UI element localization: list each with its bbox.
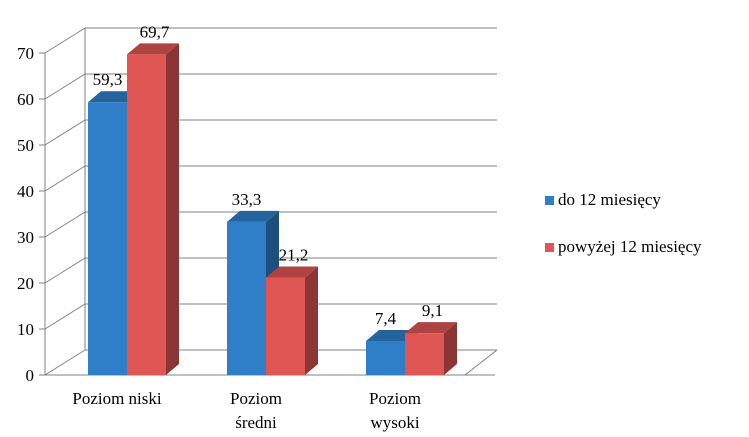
y-tick-label: 30 [17,228,34,247]
x-tick-label: wysoki [370,413,419,432]
x-tick-label: średni [235,413,277,432]
floor-edge [464,349,498,376]
x-tick-label: Poziom niski [72,389,162,408]
data-label: 21,2 [279,245,309,264]
chart-bars [88,43,457,375]
bar-top [266,266,318,278]
data-label: 59,3 [93,70,123,89]
gridline-depth [44,211,86,238]
bar-front [127,54,166,375]
y-tick-label: 70 [17,44,34,63]
bar-side [166,43,179,375]
legend-item-series-1: do 12 miesięcy [545,190,702,210]
legend-label-series-1: do 12 miesięcy [558,190,661,209]
y-tick-label: 60 [17,90,34,109]
bar-front [366,340,405,375]
bar-top [405,322,457,334]
gridline-depth [44,119,86,146]
data-labels: 59,3 33,3 7,4 69,7 21,2 9,1 [93,22,444,328]
data-label: 7,4 [375,309,397,328]
legend-swatch-series-2 [545,242,554,252]
y-tick-label: 0 [26,366,35,385]
bar-side [305,266,318,375]
gridline-depth [44,165,86,192]
gridline-depth [44,73,86,100]
y-tick-label: 20 [17,274,34,293]
legend-swatch-series-1 [545,195,554,205]
y-tick-label: 10 [17,320,34,339]
legend-label-series-2: powyżej 12 miesięcy [558,237,702,256]
x-axis-labels: Poziom niski Poziom średni Poziom wysoki [72,389,421,432]
bar-top [127,43,179,55]
bar-2-2 [266,266,318,375]
bar-side [444,322,457,375]
x-tick-label: Poziom [230,389,282,408]
bar-front [88,102,127,375]
bar-2-3 [405,322,457,375]
data-label: 69,7 [140,22,170,41]
data-label: 9,1 [422,301,443,320]
bar-front [266,277,305,375]
bar-2-1 [127,43,179,375]
gridline-depth [44,303,86,330]
chart-legend: do 12 miesięcy powyżej 12 miesięcy [545,190,702,284]
bar-front [405,333,444,375]
y-tick-label: 40 [17,182,34,201]
data-label: 33,3 [232,190,262,209]
y-tick-label: 50 [17,136,34,155]
bar-top [227,210,279,222]
legend-item-series-2: powyżej 12 miesięcy [545,237,702,257]
y-axis: 0 10 20 30 40 50 60 70 [17,44,45,385]
bar-front [227,221,266,375]
gridline-depth [44,27,86,54]
x-tick-label: Poziom [369,389,421,408]
gridline-depth [44,349,86,376]
gridline-depth [44,257,86,284]
